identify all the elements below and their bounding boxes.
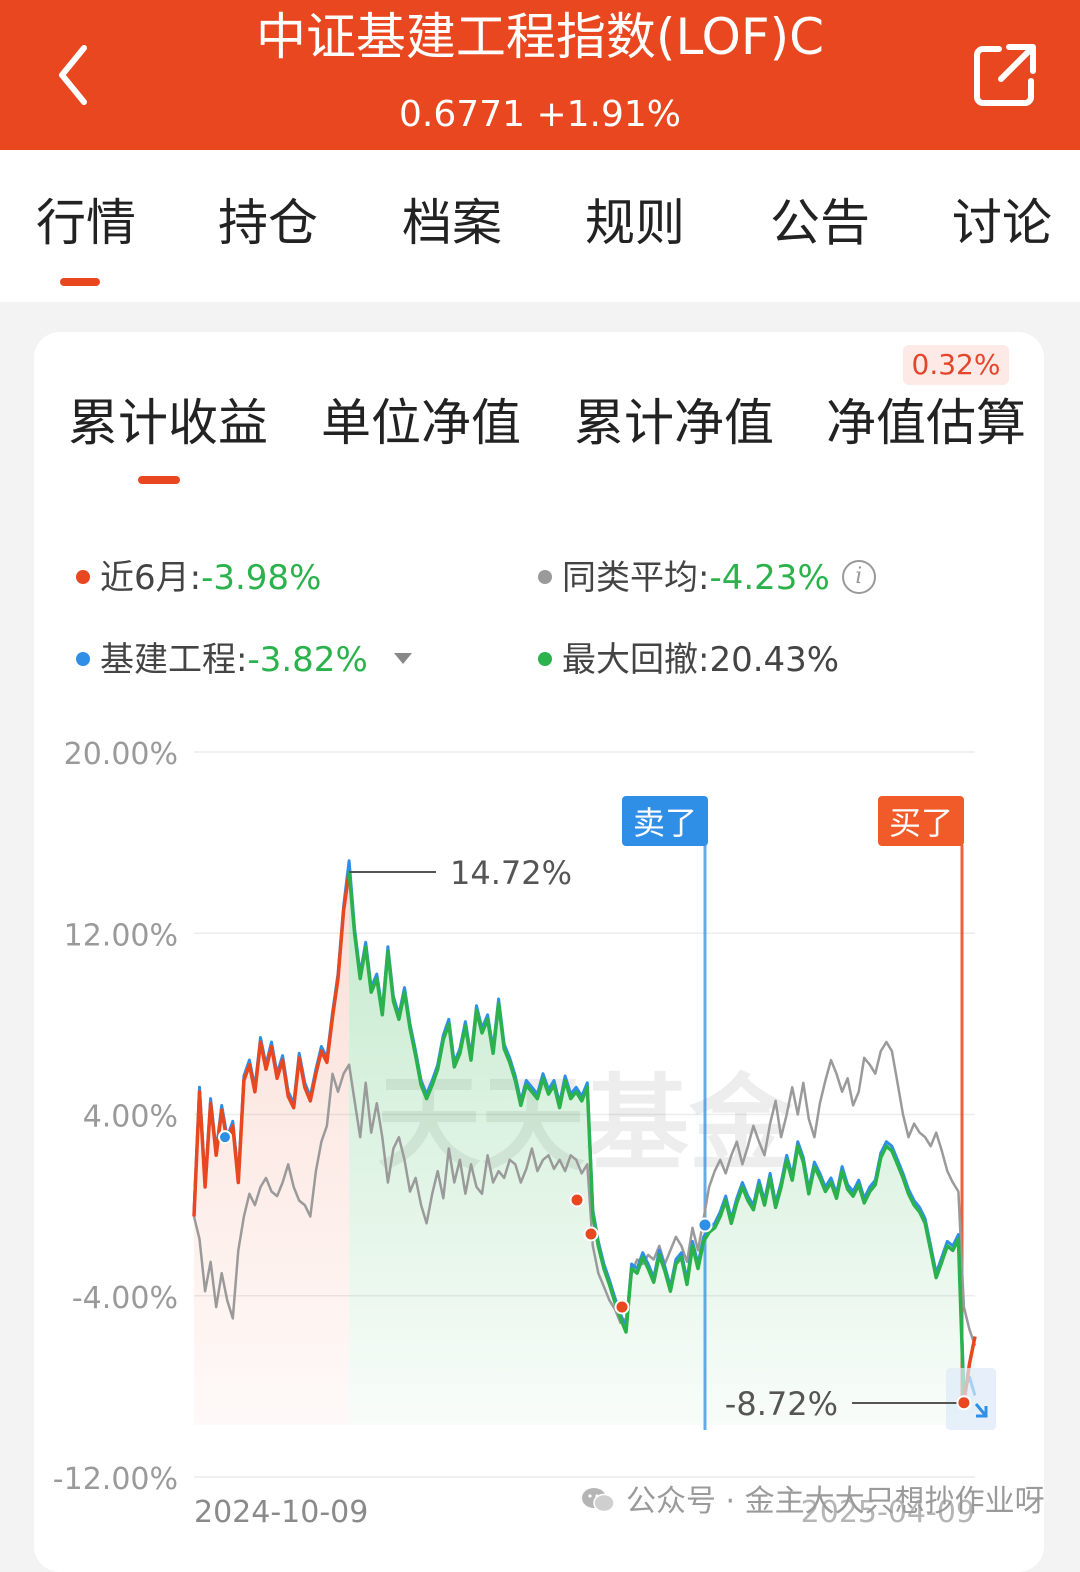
max-annotation-label: 14.72% (450, 854, 572, 892)
active-subtab-indicator (138, 476, 180, 484)
sell-label: 卖了 (633, 804, 697, 842)
y-tick-label: -4.00% (72, 1281, 178, 1316)
tab-rules[interactable]: 规则 (585, 194, 685, 252)
header: 中证基建工程指数(LOF)C 0.6771 +1.91% (0, 0, 1080, 150)
info-icon[interactable]: i (841, 559, 876, 594)
x-tick-label: 2025-04-09 (801, 1495, 975, 1530)
series-fund-rising (192, 871, 351, 1217)
series-fund-drawdown (347, 871, 966, 1403)
subtab-nav-estimate[interactable]: 净值估算 (826, 394, 1026, 452)
stat-category-label: 同类平均: (562, 558, 710, 598)
stat-drawdown-value: 20.43% (709, 640, 840, 680)
buy-label: 买了 (889, 804, 953, 842)
tab-quote[interactable]: 行情 (36, 194, 136, 252)
y-tick-label: 20.00% (64, 737, 178, 772)
trade-dot (569, 1192, 585, 1208)
share-button[interactable] (965, 35, 1045, 115)
stat-benchmark-value: -3.82% (247, 640, 368, 680)
tab-profile[interactable]: 档案 (402, 194, 502, 252)
sell-label-box (622, 796, 708, 846)
buy-label-box (878, 796, 964, 846)
tab-announcements[interactable]: 公告 (770, 194, 870, 252)
watermark-text: 公众号 · 金主大大只想抄作业呀 (626, 1484, 1045, 1519)
wechat-icon (582, 1487, 615, 1512)
benchmark-legend-dot (76, 651, 90, 666)
y-tick-label: 12.00% (64, 918, 178, 953)
page-title: 中证基建工程指数(LOF)C (255, 8, 825, 66)
zoom-handle (946, 1368, 996, 1430)
stat-fund-return: 近6月:-3.98% (76, 556, 321, 600)
benchmark-dot (218, 1130, 232, 1145)
fund-area-green (349, 871, 976, 1425)
min-dot (956, 1395, 972, 1411)
back-button[interactable] (40, 30, 110, 120)
stat-max-drawdown: 最大回撤:20.43% (538, 638, 839, 682)
share-icon (974, 44, 1036, 106)
sell-dot (697, 1217, 713, 1233)
y-tick-label: 4.00% (83, 1100, 178, 1135)
category-legend-dot (538, 569, 552, 584)
x-tick-label: 2024-10-09 (194, 1495, 368, 1530)
trade-dot (583, 1226, 599, 1242)
estimate-badge: 0.32% (903, 345, 1009, 385)
fund-legend-dot (76, 569, 90, 584)
tab-discussion[interactable]: 讨论 (952, 194, 1052, 252)
trade-dot (614, 1299, 630, 1315)
main-tabs: 行情 持仓 档案 规则 公告 讨论 (0, 150, 1080, 302)
wechat-watermark: 公众号 · 金主大大只想抄作业呀 (580, 1480, 1045, 1524)
drawdown-legend-dot (538, 651, 552, 666)
expand-icon (974, 1403, 988, 1418)
stat-drawdown-label: 最大回撤: (562, 640, 710, 680)
min-annotation-label: -8.72% (725, 1385, 838, 1423)
caret-down-icon[interactable] (393, 653, 412, 664)
stat-fund-value: -3.98% (201, 558, 322, 598)
chevron-left-icon (59, 45, 87, 105)
stat-fund-label: 近6月: (100, 558, 202, 598)
series-category-average (192, 1040, 977, 1347)
fund-area-red (194, 871, 350, 1425)
stat-category-average: 同类平均:-4.23% i (538, 556, 876, 600)
subtab-cumulative-nav[interactable]: 累计净值 (574, 394, 774, 452)
subtab-unit-nav[interactable]: 单位净值 (321, 394, 521, 452)
page-subtitle: 0.6771 +1.91% (399, 94, 681, 135)
stat-benchmark-label: 基建工程: (100, 640, 248, 680)
active-tab-indicator (60, 278, 100, 286)
y-tick-label: -12.00% (53, 1462, 178, 1497)
tab-holdings[interactable]: 持仓 (218, 194, 318, 252)
stat-category-value: -4.23% (709, 558, 830, 598)
subtab-cumulative-return[interactable]: 累计收益 (68, 394, 268, 452)
stat-benchmark[interactable]: 基建工程:-3.82% (76, 638, 412, 682)
